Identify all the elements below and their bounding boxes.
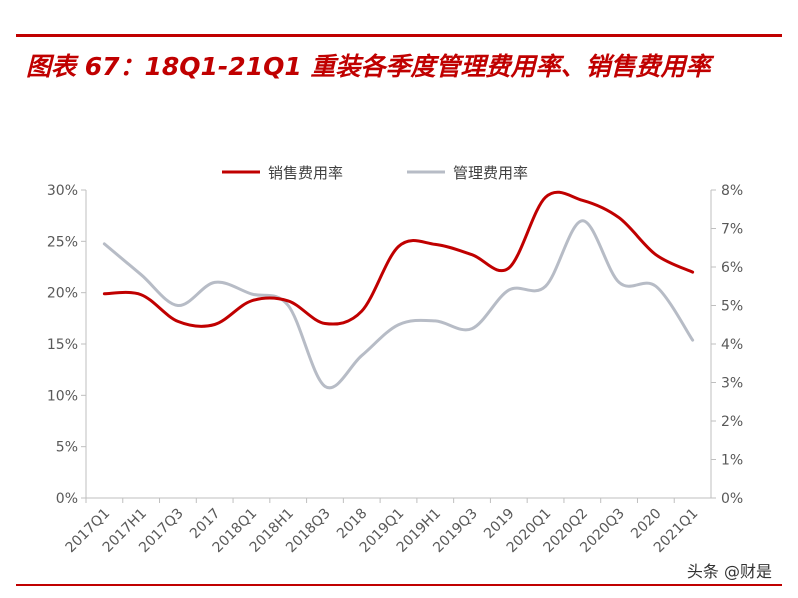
chart-title: 图表 67：18Q1-21Q1 重装各季度管理费用率、销售费用率 — [26, 52, 711, 81]
y-right-tick-label: 0% — [721, 491, 743, 507]
y-right-tick-label: 7% — [721, 222, 743, 238]
y-right-tick-label: 3% — [721, 376, 743, 392]
y-right-tick-label: 4% — [721, 337, 743, 353]
y-left-tick-label: 20% — [47, 286, 78, 302]
legend-label-admin: 管理费用率 — [453, 164, 528, 182]
series-line-admin — [102, 219, 695, 390]
legend-label-sales: 销售费用率 — [268, 164, 343, 182]
y-left-tick-label: 25% — [47, 234, 78, 250]
y-right-tick-label: 6% — [721, 260, 743, 276]
watermark: 头条 @财是 — [682, 558, 776, 582]
y-right-tick-label: 1% — [721, 453, 743, 469]
footer-rule — [16, 584, 782, 586]
y-right-tick-label: 2% — [721, 414, 743, 430]
y-right-tick-label: 5% — [721, 299, 743, 315]
series-lines — [102, 190, 695, 390]
y-right-tick-label: 8% — [721, 183, 743, 199]
header-rule — [16, 34, 782, 37]
y-left-tick-label: 30% — [47, 183, 78, 199]
y-left-tick-label: 5% — [56, 440, 78, 456]
y-left-tick-label: 10% — [47, 388, 78, 404]
y-left-tick-label: 0% — [56, 491, 78, 507]
legend: 销售费用率 管理费用率 — [222, 164, 528, 182]
y-left-tick-label: 15% — [47, 337, 78, 353]
